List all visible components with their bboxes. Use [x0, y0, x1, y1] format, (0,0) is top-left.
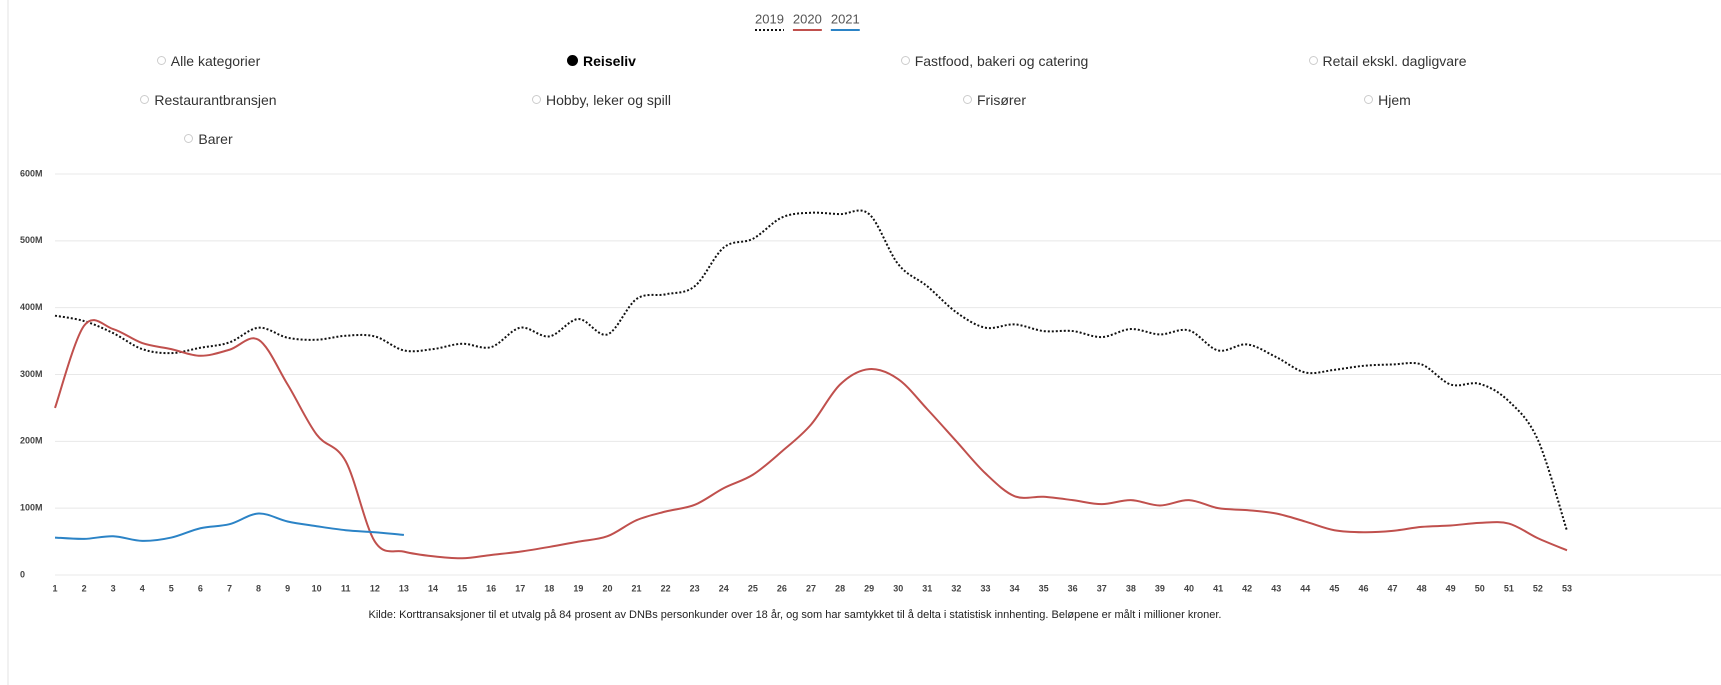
y-tick-label: 100M [20, 503, 43, 513]
x-tick-label: 9 [285, 583, 290, 593]
legend-label: 2019 [755, 11, 784, 26]
x-tick-label: 47 [1388, 583, 1398, 593]
x-tick-label: 35 [1039, 583, 1049, 593]
x-tick-label: 34 [1010, 583, 1020, 593]
x-tick-label: 32 [951, 583, 961, 593]
x-tick-label: 38 [1126, 583, 1136, 593]
radio[interactable] [1364, 95, 1374, 104]
x-tick-label: 11 [341, 583, 351, 593]
y-tick-label: 0 [20, 569, 25, 579]
caption: Kilde: Korttransaksjoner til et utvalg p… [369, 609, 1222, 621]
x-tick-label: 36 [1068, 583, 1078, 593]
x-tick-label: 13 [399, 583, 409, 593]
y-tick-label: 600M [20, 168, 43, 178]
filter-option[interactable]: Retail ekskl. dagligvare [1191, 41, 1584, 80]
filter-label[interactable]: Retail ekskl. dagligvare [1322, 52, 1467, 69]
radio[interactable] [963, 95, 972, 104]
radio[interactable] [900, 56, 910, 65]
filter-option[interactable]: Alle kategorier [12, 41, 405, 80]
x-tick-label: 49 [1446, 583, 1456, 593]
filter-option[interactable]: Barer [12, 119, 405, 158]
filter-option[interactable]: Hjem [1191, 80, 1584, 119]
x-tick-label: 46 [1358, 583, 1368, 593]
x-tick-label: 45 [1329, 583, 1339, 593]
x-tick-label: 44 [1300, 583, 1310, 593]
filter-label[interactable]: Hjem [1378, 91, 1411, 108]
filter-option[interactable]: Frisører [798, 80, 1191, 119]
x-tick-label: 33 [980, 583, 990, 593]
x-tick-label: 27 [806, 583, 816, 593]
filter-option[interactable]: Restaurantbransjen [12, 80, 405, 119]
radio[interactable] [531, 95, 541, 104]
y-tick-label: 400M [20, 302, 43, 312]
radio[interactable] [156, 56, 166, 65]
x-tick-label: 28 [835, 583, 845, 593]
x-tick-label: 19 [573, 583, 583, 593]
x-tick-label: 20 [602, 583, 612, 593]
series-line [54, 319, 1568, 560]
x-tick-label: 48 [1417, 583, 1427, 593]
filter-label[interactable]: Barer [198, 130, 233, 147]
filter-option[interactable]: Fastfood, bakeri og catering [798, 41, 1191, 80]
y-tick-label: 500M [20, 235, 43, 245]
filter-label[interactable]: Reiseliv [583, 52, 636, 69]
x-tick-label: 42 [1242, 583, 1252, 593]
x-tick-label: 37 [1097, 583, 1107, 593]
filters: Alle kategorier Reiseliv Fastfood, bakeri … [12, 41, 1584, 158]
radio[interactable] [1308, 56, 1318, 65]
y-tick-label: 200M [20, 436, 43, 446]
x-tick-label: 15 [457, 583, 467, 593]
x-tick-label: 30 [893, 583, 903, 593]
x-tick-label: 52 [1533, 583, 1543, 593]
filter-label[interactable]: Fastfood, bakeri og catering [914, 52, 1089, 69]
x-tick-label: 18 [544, 583, 554, 593]
x-tick-label: 5 [169, 583, 174, 593]
x-tick-label: 2 [82, 583, 87, 593]
radio[interactable] [184, 134, 194, 143]
x-tick-label: 10 [312, 583, 322, 593]
filter-option[interactable]: Hobby, leker og spill [405, 80, 798, 119]
x-tick-label: 51 [1504, 583, 1514, 593]
x-tick-label: 40 [1184, 583, 1194, 593]
x-tick-label: 26 [777, 583, 787, 593]
x-tick-label: 43 [1271, 583, 1281, 593]
filter-label[interactable]: Alle kategorier [170, 52, 261, 69]
x-tick-label: 39 [1155, 583, 1165, 593]
x-tick-label: 25 [748, 583, 758, 593]
x-tick-label: 8 [256, 583, 261, 593]
y-tick-label: 300M [20, 369, 43, 379]
series-line [54, 512, 405, 542]
radio[interactable] [140, 95, 150, 104]
x-tick-label: 29 [864, 583, 874, 593]
x-tick-label: 16 [486, 583, 496, 593]
x-tick-label: 24 [719, 583, 729, 593]
filter-label[interactable]: Hobby, leker og spill [545, 91, 672, 108]
x-tick-label: 17 [515, 583, 525, 593]
x-tick-label: 7 [227, 583, 232, 593]
filter-label[interactable]: Frisører [977, 91, 1026, 108]
filter-option[interactable]: Reiseliv [405, 41, 798, 80]
x-tick-label: 21 [632, 583, 642, 593]
legend-label: 2020 [793, 11, 822, 26]
x-tick-label: 3 [111, 583, 116, 593]
x-tick-label: 6 [198, 583, 203, 593]
x-tick-label: 41 [1213, 583, 1223, 593]
x-tick-label: 50 [1475, 583, 1485, 593]
x-tick-label: 22 [661, 583, 671, 593]
filter-label[interactable]: Restaurantbransjen [154, 91, 277, 108]
x-tick-label: 14 [428, 583, 438, 593]
legend: 2019 2020 2021 [755, 11, 860, 31]
x-tick-label: 23 [690, 583, 700, 593]
legend-label: 2021 [831, 11, 860, 26]
series-line [54, 209, 1568, 532]
x-tick-label: 12 [370, 583, 380, 593]
x-tick-label: 1 [52, 583, 57, 593]
x-tick-label: 53 [1562, 583, 1572, 593]
x-tick-label: 4 [140, 583, 145, 593]
radio[interactable] [567, 55, 579, 66]
x-tick-label: 31 [922, 583, 932, 593]
